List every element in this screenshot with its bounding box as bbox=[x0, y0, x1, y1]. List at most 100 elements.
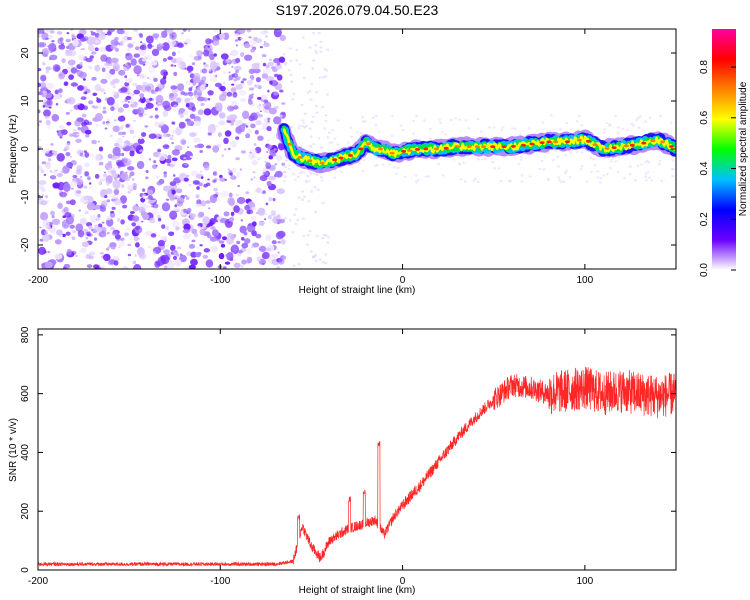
noise-blob bbox=[173, 174, 176, 177]
noise-blob bbox=[609, 166, 613, 170]
noise-blob bbox=[183, 110, 189, 116]
spectrogram-y-axis-label: Frequency (Hz) bbox=[8, 115, 19, 184]
noise-blob bbox=[165, 158, 172, 164]
noise-blob bbox=[171, 51, 176, 57]
noise-blob bbox=[247, 129, 253, 134]
noise-blob bbox=[275, 170, 283, 178]
noise-blob bbox=[184, 38, 191, 44]
noise-blob bbox=[195, 194, 200, 199]
noise-blob bbox=[88, 100, 94, 105]
noise-blob bbox=[180, 90, 185, 96]
noise-blob bbox=[301, 217, 305, 220]
noise-blob bbox=[123, 64, 131, 72]
noise-blob bbox=[196, 50, 203, 57]
noise-blob bbox=[399, 124, 403, 127]
noise-blob bbox=[223, 71, 227, 75]
noise-blob bbox=[273, 91, 279, 96]
noise-blob bbox=[265, 202, 269, 206]
noise-blob bbox=[374, 114, 378, 118]
noise-blob bbox=[193, 55, 202, 61]
noise-blob bbox=[308, 170, 312, 174]
noise-blob bbox=[241, 237, 245, 241]
noise-blob bbox=[241, 242, 249, 249]
noise-blob bbox=[557, 176, 561, 179]
noise-blob bbox=[244, 54, 253, 61]
ridge-peak bbox=[466, 145, 472, 149]
noise-blob bbox=[118, 246, 121, 249]
noise-blob bbox=[205, 200, 211, 204]
noise-blob bbox=[132, 142, 141, 150]
noise-blob bbox=[122, 103, 130, 109]
noise-blob bbox=[315, 173, 319, 177]
ridge-peak bbox=[455, 145, 461, 149]
noise-blob bbox=[265, 162, 272, 169]
noise-blob bbox=[277, 80, 283, 85]
noise-blob bbox=[89, 182, 92, 185]
noise-blob bbox=[306, 174, 310, 178]
noise-blob bbox=[57, 181, 65, 191]
noise-blob bbox=[276, 62, 281, 66]
noise-blob bbox=[42, 219, 50, 228]
noise-blob bbox=[253, 176, 256, 179]
noise-blob bbox=[127, 166, 135, 171]
noise-blob bbox=[94, 47, 99, 51]
noise-blob bbox=[215, 35, 219, 38]
noise-blob bbox=[75, 223, 84, 232]
ridge-peak bbox=[389, 151, 395, 155]
noise-blob bbox=[322, 75, 326, 79]
noise-blob bbox=[245, 125, 249, 128]
noise-blob bbox=[245, 122, 251, 126]
noise-blob bbox=[282, 179, 286, 183]
noise-blob bbox=[181, 139, 187, 145]
noise-blob bbox=[207, 90, 214, 96]
noise-blob bbox=[396, 166, 400, 170]
noise-blob bbox=[157, 239, 165, 247]
noise-blob bbox=[88, 225, 93, 230]
noise-blob bbox=[82, 48, 85, 50]
ridge-peak bbox=[481, 145, 487, 149]
noise-blob bbox=[230, 122, 234, 126]
noise-blob bbox=[78, 54, 85, 60]
noise-blob bbox=[517, 163, 521, 166]
noise-blob bbox=[54, 65, 60, 72]
noise-blob bbox=[519, 158, 523, 161]
noise-blob bbox=[69, 133, 74, 137]
noise-blob bbox=[208, 39, 214, 44]
noise-blob bbox=[38, 180, 47, 185]
noise-blob bbox=[138, 206, 146, 214]
noise-blob bbox=[96, 97, 99, 99]
noise-blob bbox=[158, 88, 162, 92]
noise-blob bbox=[112, 62, 120, 72]
noise-blob bbox=[110, 57, 119, 64]
noise-blob bbox=[91, 51, 97, 55]
noise-blob bbox=[130, 211, 135, 214]
noise-blob bbox=[139, 93, 145, 98]
noise-blob bbox=[193, 120, 202, 127]
noise-blob bbox=[110, 246, 116, 250]
noise-blob bbox=[314, 44, 318, 47]
noise-blob bbox=[173, 255, 177, 261]
noise-blob bbox=[122, 266, 129, 269]
noise-blob bbox=[281, 102, 286, 105]
noise-blob bbox=[228, 147, 231, 151]
noise-blob bbox=[648, 116, 652, 119]
noise-blob bbox=[671, 168, 675, 171]
noise-blob bbox=[65, 200, 72, 205]
noise-blob bbox=[174, 259, 182, 267]
noise-blob bbox=[58, 125, 65, 129]
noise-blob bbox=[193, 137, 201, 143]
noise-blob bbox=[632, 124, 636, 127]
noise-blob bbox=[111, 206, 116, 210]
noise-blob bbox=[195, 203, 202, 208]
noise-blob bbox=[301, 190, 305, 193]
noise-blob bbox=[163, 71, 168, 77]
noise-blob bbox=[635, 118, 639, 122]
noise-blob bbox=[310, 120, 314, 124]
noise-blob bbox=[147, 199, 155, 204]
noise-blob bbox=[171, 157, 178, 162]
noise-blob bbox=[100, 78, 108, 84]
noise-blob bbox=[175, 188, 183, 194]
noise-blob bbox=[206, 68, 212, 72]
noise-blob bbox=[267, 138, 270, 142]
noise-blob bbox=[189, 113, 196, 120]
